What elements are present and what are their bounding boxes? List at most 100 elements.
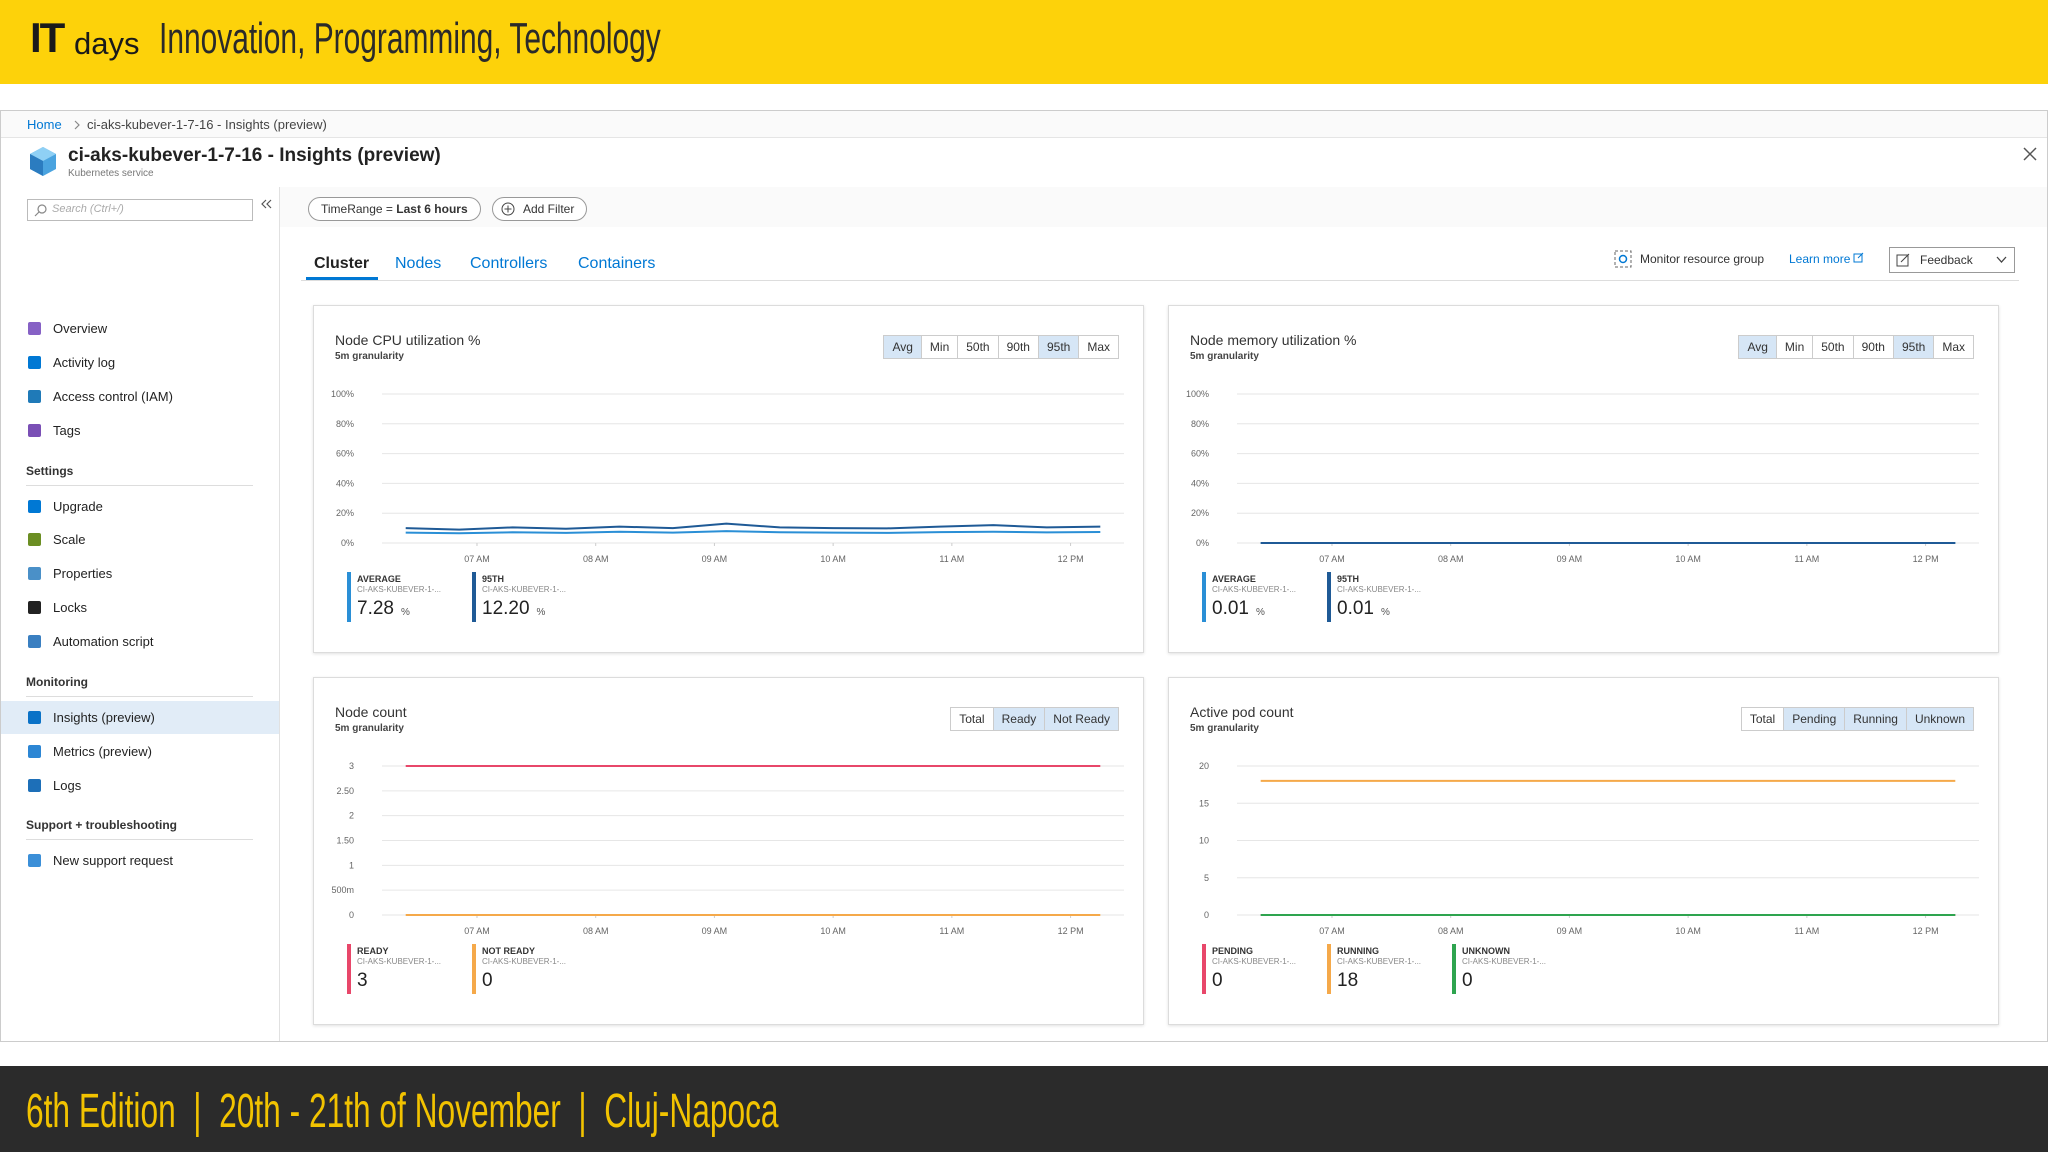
- chart-toggle[interactable]: 90th: [1852, 336, 1893, 358]
- chart-panel: 0 500m 1 1.50 2 2.50 3 07 AM 08 AM 09 AM 10 AM 11 A…: [313, 677, 1144, 1025]
- y-tick-label: 1: [349, 860, 354, 870]
- legend-swatch: [1452, 944, 1456, 994]
- legend-instance: CI-AKS-KUBEVER-1-...: [482, 585, 567, 594]
- nav-item[interactable]: New support request: [1, 844, 279, 877]
- y-tick-label: 500m: [331, 885, 354, 895]
- nav-item[interactable]: Access control (IAM): [1, 380, 279, 413]
- chart-toggle[interactable]: Avg: [884, 336, 921, 358]
- x-tick-label: 11 AM: [1794, 554, 1819, 564]
- nav-heading: Settings: [26, 463, 74, 478]
- y-tick-label: 0: [349, 910, 354, 920]
- legend-instance: CI-AKS-KUBEVER-1-...: [1337, 957, 1422, 966]
- chart-toggle[interactable]: Ready: [992, 708, 1045, 730]
- legend-value: 0.01: [1337, 598, 1374, 619]
- nav-item[interactable]: Tags: [1, 414, 279, 447]
- series-line: [405, 522, 1101, 531]
- tab[interactable]: Nodes: [395, 255, 442, 272]
- legend-swatch: [1202, 944, 1206, 994]
- search-placeholder: Search (Ctrl+/): [52, 203, 124, 215]
- legend-item: UNKNOWN CI-AKS-KUBEVER-1-... 0: [1452, 944, 1567, 996]
- chart-toggle[interactable]: Total: [1741, 708, 1784, 730]
- y-tick-label: 20%: [336, 508, 354, 518]
- time-range-pill[interactable]: TimeRange = Last 6 hours: [308, 197, 481, 221]
- y-tick-label: 20%: [1191, 508, 1209, 518]
- nav-item[interactable]: Automation script: [1, 625, 279, 658]
- legend-series-name: NOT READY: [482, 946, 536, 956]
- nav-icon: [28, 356, 41, 369]
- monitor-resource-group[interactable]: Monitor resource group: [1640, 252, 1765, 266]
- tab[interactable]: Controllers: [470, 255, 548, 272]
- y-tick-label: 1.50: [336, 836, 354, 846]
- nav-icon: [28, 322, 41, 336]
- x-tick-label: 10 AM: [820, 926, 846, 936]
- chart-toggle[interactable]: 95th: [1892, 336, 1934, 358]
- nav-label: Activity log: [53, 355, 116, 370]
- x-tick-label: 08 AM: [1438, 554, 1464, 564]
- nav-label: Access control (IAM): [53, 388, 173, 404]
- series-line: [405, 530, 1101, 535]
- x-tick-label: 12 PM: [1058, 554, 1084, 564]
- y-tick-label: 0%: [1196, 538, 1209, 548]
- legend-series-name: AVERAGE: [357, 574, 401, 584]
- nav-icon: [28, 778, 41, 792]
- chart-toggle[interactable]: Total: [951, 708, 993, 730]
- x-tick-label: 07 AM: [1319, 926, 1345, 936]
- tab[interactable]: Cluster: [314, 255, 370, 272]
- legend-unit: %: [1256, 607, 1265, 618]
- nav-item[interactable]: Logs: [1, 769, 279, 802]
- tab[interactable]: Containers: [578, 255, 656, 272]
- feedback-button[interactable]: Feedback: [1889, 247, 2015, 273]
- chart-toggle[interactable]: Min: [1775, 336, 1813, 358]
- nav-icon: [28, 744, 41, 758]
- chart-toggle[interactable]: Max: [1078, 336, 1118, 358]
- chart-toggle[interactable]: Not Ready: [1044, 708, 1118, 730]
- legend-unit: %: [1381, 607, 1390, 618]
- chart-toggle[interactable]: 50th: [957, 336, 998, 358]
- nav-item[interactable]: Insights (preview): [1, 700, 279, 734]
- legend-instance: CI-AKS-KUBEVER-1-...: [357, 957, 442, 966]
- close-button[interactable]: [2023, 147, 2037, 161]
- nav-icon: [28, 601, 41, 615]
- legend-instance: CI-AKS-KUBEVER-1-...: [1462, 957, 1547, 966]
- chart-toggle[interactable]: 90th: [997, 336, 1038, 358]
- chart-toggles: Avg Min 50th 90th 95th Max: [1738, 335, 1974, 359]
- chart-subtitle: 5m granularity: [335, 723, 404, 734]
- breadcrumb-home[interactable]: Home: [27, 117, 62, 132]
- legend-instance: CI-AKS-KUBEVER-1-...: [357, 585, 442, 594]
- nav-item[interactable]: Upgrade: [1, 490, 279, 523]
- x-tick-label: 09 AM: [702, 926, 728, 936]
- chart-toggle[interactable]: Pending: [1783, 708, 1845, 730]
- search-box[interactable]: Search (Ctrl+/): [27, 199, 253, 221]
- chart-toggle[interactable]: Running: [1844, 708, 1906, 730]
- nav-item[interactable]: Scale: [1, 523, 279, 556]
- legend-swatch: [472, 944, 476, 994]
- y-tick-label: 5: [1204, 873, 1209, 883]
- nav-item[interactable]: Locks: [1, 591, 279, 624]
- legend-instance: CI-AKS-KUBEVER-1-...: [1212, 957, 1297, 966]
- nav-label: Tags: [53, 422, 81, 438]
- nav-label: Automation script: [53, 634, 154, 650]
- chart-toggle[interactable]: Max: [1933, 336, 1973, 358]
- x-tick-label: 11 AM: [939, 926, 964, 936]
- legend-item: AVERAGE CI-AKS-KUBEVER-1-... 0.01%: [1202, 572, 1317, 624]
- resource-subtitle: Kubernetes service: [68, 168, 154, 179]
- sidebar: Search (Ctrl+/) Overview Activity log Acce…: [1, 187, 280, 1041]
- chart-toggle[interactable]: Avg: [1739, 336, 1776, 358]
- legend-value: 0: [1212, 970, 1223, 991]
- chart-toggle[interactable]: Unknown: [1905, 708, 1973, 730]
- collapse-button[interactable]: [261, 199, 273, 209]
- x-tick-label: 08 AM: [583, 926, 609, 936]
- learn-more-link[interactable]: Learn more: [1789, 252, 1851, 266]
- chart-toggle[interactable]: 50th: [1812, 336, 1853, 358]
- nav-item[interactable]: Metrics (preview): [1, 735, 279, 768]
- legend-value: 3: [357, 970, 368, 991]
- feedback-chevron: [1996, 256, 2007, 263]
- chart-toggle[interactable]: Min: [920, 336, 958, 358]
- nav-item[interactable]: Properties: [1, 557, 279, 590]
- nav-label: Locks: [53, 600, 87, 616]
- chart-toggle[interactable]: 95th: [1037, 336, 1079, 358]
- add-filter-pill[interactable]: Add Filter: [492, 197, 588, 221]
- tab-strip-border: [301, 280, 2019, 281]
- nav-item[interactable]: Activity log: [1, 346, 279, 379]
- nav-item[interactable]: Overview: [1, 312, 279, 345]
